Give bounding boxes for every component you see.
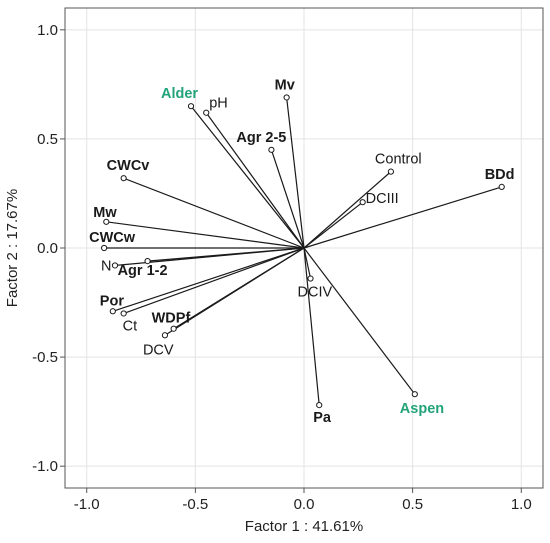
vector-dciii xyxy=(303,201,364,249)
point-aspen xyxy=(411,391,418,398)
label-por: Por xyxy=(100,293,125,309)
y-axis-title: Factor 2 : 17.67% xyxy=(4,189,21,307)
y-tick-label: 0.0 xyxy=(37,240,58,257)
point-control xyxy=(387,168,395,175)
vector-cwcv xyxy=(123,177,305,249)
vector-agr-1-2 xyxy=(147,247,305,262)
label-agr-1-2: Agr 1-2 xyxy=(118,263,168,279)
label-pa: Pa xyxy=(313,410,332,426)
point-mv xyxy=(283,94,290,101)
label-mv: Mv xyxy=(275,77,295,93)
point-ph xyxy=(203,109,210,116)
vector-bdd xyxy=(303,186,502,249)
point-pa xyxy=(316,401,323,409)
label-ph: pH xyxy=(209,96,228,112)
point-wdpf xyxy=(170,325,177,332)
y-tick-label: -0.5 xyxy=(32,349,58,366)
x-axis-title: Factor 1 : 41.61% xyxy=(245,518,363,535)
gridlines xyxy=(65,8,543,488)
point-agr-1-2 xyxy=(144,257,151,265)
y-tick-label: 1.0 xyxy=(37,22,58,39)
label-cwcw: CWCw xyxy=(89,230,136,246)
y-tick-label: 0.5 xyxy=(37,131,58,148)
vector-mv xyxy=(286,97,305,249)
vector-pa xyxy=(303,247,320,406)
point-por xyxy=(109,308,116,315)
point-alder xyxy=(187,103,195,110)
label-n: N xyxy=(101,258,111,274)
label-wdpf: WDPf xyxy=(152,311,191,327)
point-bdd xyxy=(498,183,505,191)
label-aspen: Aspen xyxy=(400,401,444,417)
label-control: Control xyxy=(375,152,422,168)
label-bdd: BDd xyxy=(485,167,515,183)
label-dcv: DCV xyxy=(143,342,174,358)
label-cwcv: CWCv xyxy=(107,158,150,174)
vector-agr-2-5 xyxy=(270,149,305,249)
label-ct: Ct xyxy=(123,318,138,334)
x-tick-label: 0.5 xyxy=(402,496,423,513)
vector-dcv xyxy=(164,247,305,336)
x-tick-label: -0.5 xyxy=(182,496,208,513)
point-dciii xyxy=(359,199,366,206)
point-dciv xyxy=(307,275,314,282)
vector-alder xyxy=(190,105,305,249)
label-mw: Mw xyxy=(93,205,117,221)
vector-ct xyxy=(123,247,305,315)
point-agr-2-5 xyxy=(268,146,275,153)
vector-por xyxy=(112,247,305,312)
data-points xyxy=(101,94,505,409)
point-ct xyxy=(120,310,127,317)
point-cwcw xyxy=(101,244,108,252)
label-alder: Alder xyxy=(161,86,198,102)
point-n xyxy=(111,262,119,269)
vector-control xyxy=(303,171,392,249)
vector-aspen xyxy=(303,247,416,395)
tick-labels: -1.0 -0.5 0.0 0.5 1.0 1.0 0.5 0.0 -0.5 -1.0 xyxy=(32,22,532,513)
label-dciv: DCIV xyxy=(298,285,333,301)
label-agr-2-5: Agr 2-5 xyxy=(236,130,286,146)
point-dcv xyxy=(161,332,169,339)
x-tick-label: -1.0 xyxy=(74,496,100,513)
label-dciii: DCIII xyxy=(366,191,399,207)
point-cwcv xyxy=(120,175,127,182)
vector-ph xyxy=(205,112,305,249)
y-tick-label: -1.0 xyxy=(32,458,58,475)
x-tick-label: 0.0 xyxy=(294,496,315,513)
x-tick-label: 1.0 xyxy=(511,496,532,513)
vector-mw xyxy=(106,221,305,249)
vector-lines xyxy=(104,97,502,406)
point-mw xyxy=(103,218,110,225)
